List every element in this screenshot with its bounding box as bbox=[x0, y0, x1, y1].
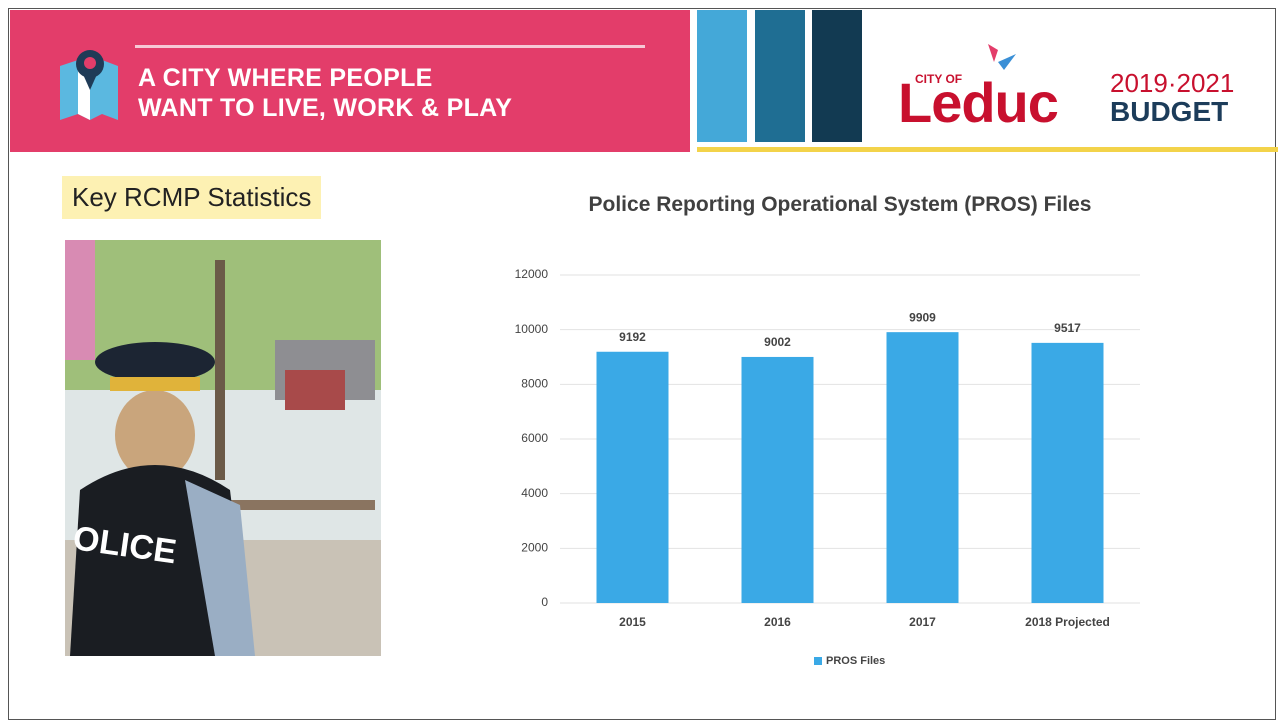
data-label: 9909 bbox=[909, 310, 936, 324]
stripe bbox=[812, 10, 862, 142]
map-icon bbox=[60, 50, 118, 120]
accent-line bbox=[697, 147, 1278, 152]
slide-frame bbox=[8, 8, 1276, 720]
data-label: 9517 bbox=[1054, 321, 1081, 335]
data-label: 9002 bbox=[764, 335, 791, 349]
y-tick-label: 2000 bbox=[521, 541, 548, 555]
x-tick-label: 2016 bbox=[764, 615, 791, 629]
budget-years: 2019·2021 bbox=[1110, 68, 1235, 98]
bar bbox=[1031, 342, 1104, 603]
budget-label: BUDGET bbox=[1110, 96, 1229, 127]
tagline: WANT TO LIVE, WORK & PLAY bbox=[138, 94, 513, 122]
y-tick-label: 0 bbox=[541, 595, 548, 609]
bar bbox=[741, 356, 814, 603]
data-label: 9192 bbox=[619, 330, 646, 344]
x-tick-label: 2018 Projected bbox=[1025, 615, 1110, 629]
section-title: Key RCMP Statistics bbox=[62, 176, 322, 219]
y-tick-label: 4000 bbox=[521, 486, 548, 500]
officer-photo: OLICE bbox=[65, 240, 381, 656]
y-tick-label: 8000 bbox=[521, 377, 548, 391]
header-rule bbox=[135, 45, 645, 48]
bar bbox=[886, 332, 959, 603]
y-tick-label: 12000 bbox=[515, 267, 549, 281]
logo-mark bbox=[988, 44, 1016, 70]
stripe bbox=[755, 10, 805, 142]
legend-label: PROS Files bbox=[826, 655, 885, 667]
city-name: Leduc bbox=[898, 71, 1059, 134]
y-tick-label: 10000 bbox=[515, 322, 549, 336]
bar bbox=[596, 351, 669, 603]
city-of: CITY OF bbox=[915, 72, 963, 86]
x-tick-label: 2015 bbox=[619, 615, 646, 629]
y-tick-label: 6000 bbox=[521, 431, 548, 445]
legend-swatch bbox=[814, 657, 822, 665]
x-tick-label: 2017 bbox=[909, 615, 936, 629]
stripe bbox=[697, 10, 747, 142]
tagline: A CITY WHERE PEOPLE bbox=[138, 64, 433, 92]
chart-title: Police Reporting Operational System (PRO… bbox=[588, 193, 1092, 216]
header-band bbox=[10, 10, 690, 152]
